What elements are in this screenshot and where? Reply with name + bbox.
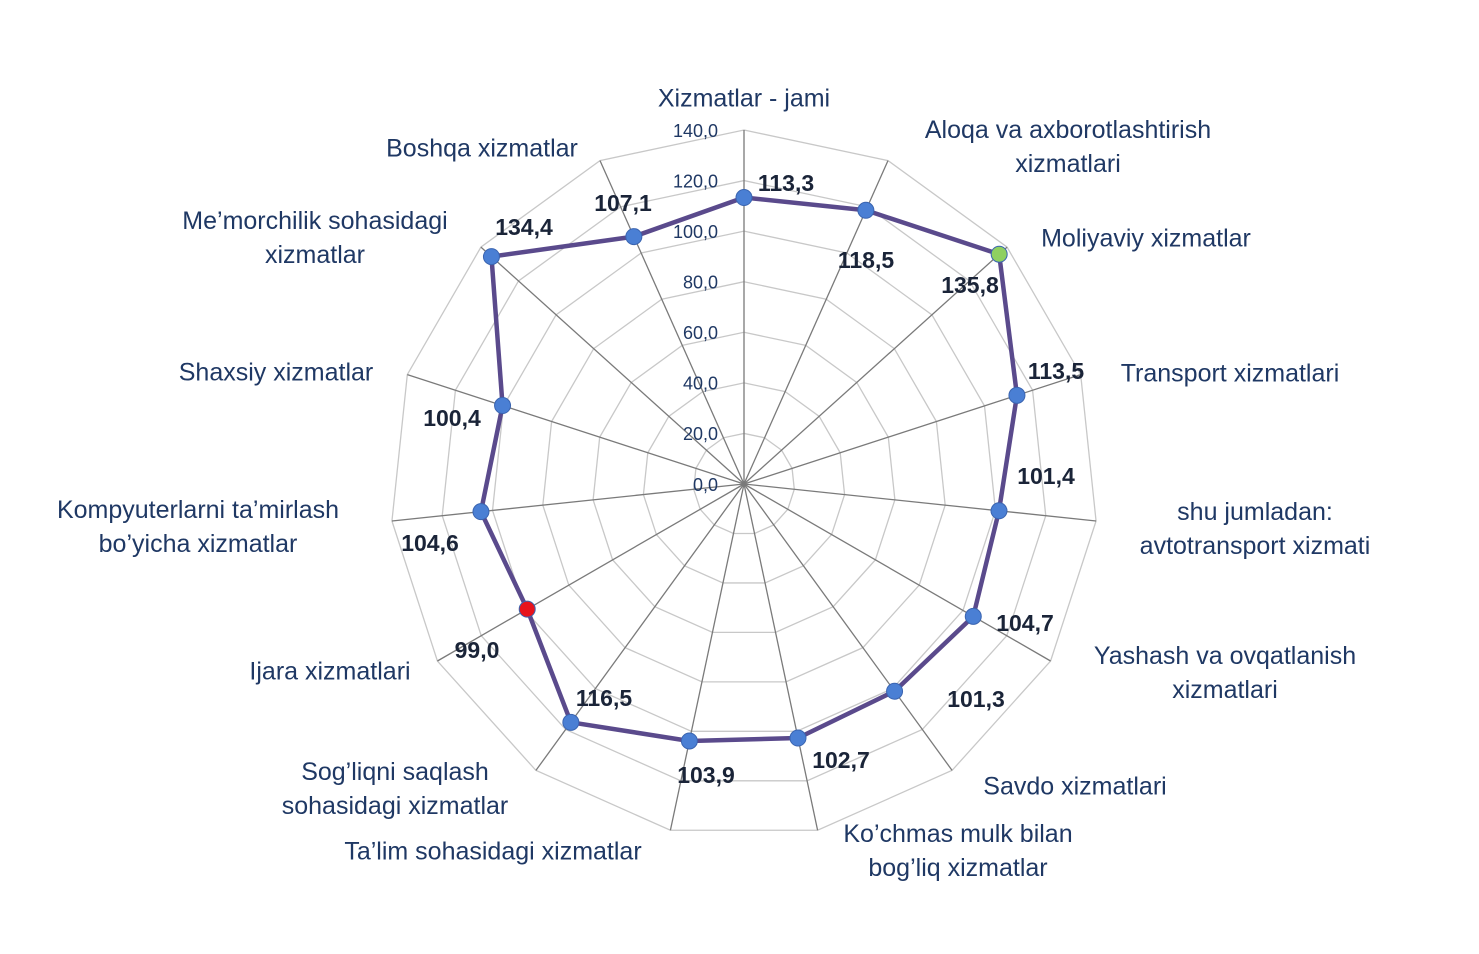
value-label: 135,8 [941, 272, 999, 298]
value-label: 107,1 [594, 190, 652, 216]
point [990, 245, 1008, 263]
point [482, 248, 500, 266]
spoke [391, 483, 745, 522]
value-label: 104,6 [401, 530, 459, 556]
grid-ring [693, 432, 795, 535]
point [680, 732, 698, 750]
grid-ring [391, 129, 1097, 831]
value-label: 101,4 [1017, 463, 1075, 489]
spoke [743, 483, 953, 771]
category-label: Aloqa va axborotlashtirish xizmatlari [925, 116, 1211, 178]
category-label: Ko’chmas mulk bilan bog’liq xizmatlar [843, 820, 1072, 882]
grid-ring [491, 230, 997, 732]
spoke [599, 160, 745, 485]
point [964, 607, 982, 625]
category-label: Savdo xizmatlari [983, 773, 1166, 801]
point [789, 729, 807, 747]
spoke [743, 483, 819, 831]
spoke [669, 483, 745, 831]
r-tick-label: 120,0 [673, 171, 718, 191]
spoke [407, 373, 745, 485]
category-label: Kompyuterlarni ta’mirlash bo’yicha xizmat… [57, 496, 339, 558]
value-label: 113,3 [758, 170, 814, 196]
grid-ring [642, 382, 846, 584]
point [472, 503, 490, 521]
category-label: Transport xizmatlari [1121, 360, 1340, 388]
point [1008, 386, 1026, 404]
point [990, 502, 1008, 520]
category-label: Shaxsiy xizmatlar [179, 359, 374, 387]
r-tick-label: 100,0 [673, 222, 718, 242]
value-label: 104,7 [996, 610, 1054, 636]
r-tick-label: 0,0 [693, 475, 718, 495]
r-tick-label: 140,0 [673, 121, 718, 141]
category-label: Boshqa xizmatlar [386, 135, 578, 163]
r-tick-label: 80,0 [683, 272, 718, 292]
spoke [437, 483, 745, 662]
value-label: 103,9 [677, 762, 735, 788]
grid-ring [441, 179, 1047, 782]
value-label: 101,3 [947, 686, 1005, 712]
spoke [743, 483, 1051, 662]
category-label: Ijara xizmatlari [249, 658, 410, 686]
point [518, 600, 536, 618]
point [886, 682, 904, 700]
r-tick-label: 60,0 [683, 323, 718, 343]
spoke [743, 246, 1008, 485]
value-label: 100,4 [423, 405, 481, 431]
value-label: 102,7 [812, 747, 870, 773]
grid-ring [592, 331, 896, 634]
value-label: 99,0 [455, 637, 500, 663]
spoke [480, 246, 745, 485]
category-label: Ta’lim sohasidagi xizmatlar [344, 838, 641, 866]
point [625, 228, 643, 246]
point [735, 189, 753, 207]
r-tick-label: 40,0 [683, 374, 718, 394]
value-label: 116,5 [576, 685, 632, 711]
series-line [478, 195, 1020, 744]
value-label: 134,4 [495, 214, 553, 240]
category-label: Xizmatlar - jami [658, 85, 830, 113]
category-label: Yashash va ovqatlanish xizmatlari [1094, 642, 1356, 704]
point [857, 201, 875, 219]
category-label: shu jumladan: avtotransport xizmati [1140, 498, 1371, 560]
value-label: 118,5 [838, 247, 894, 273]
value-label: 113,5 [1028, 358, 1084, 384]
category-label: Moliyaviy xizmatlar [1041, 225, 1251, 253]
point [562, 713, 580, 731]
r-tick-label: 20,0 [683, 424, 718, 444]
grid-ring [542, 281, 946, 683]
spoke [743, 483, 1097, 522]
category-label: Me’morchilik sohasidagi xizmatlar [182, 207, 447, 269]
category-label: Sog’liqni saqlash sohasidagi xizmatlar [282, 758, 509, 820]
point [494, 397, 512, 415]
